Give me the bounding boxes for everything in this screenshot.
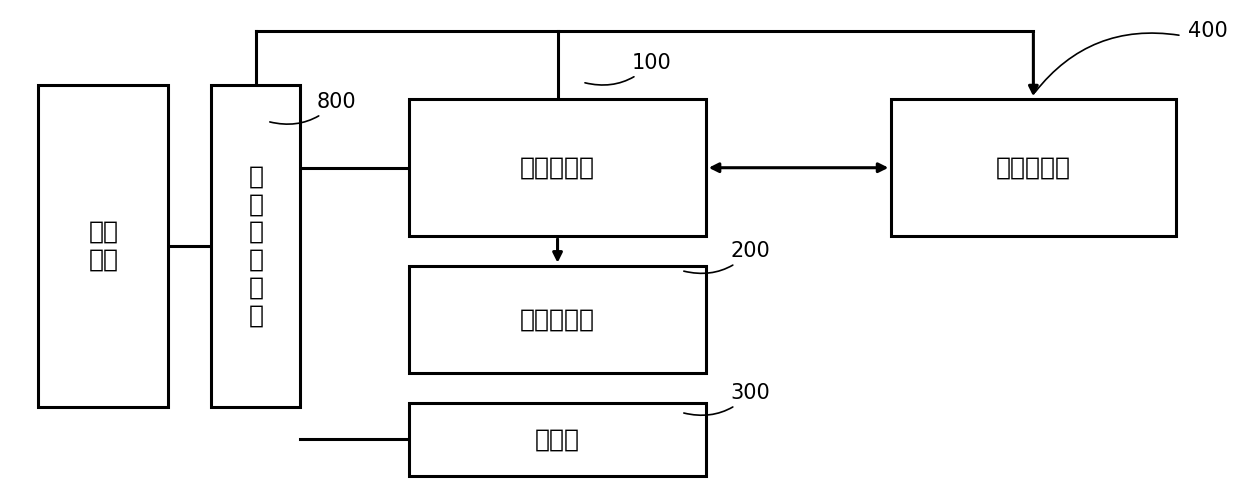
Text: 300: 300 [683, 383, 770, 415]
Text: 储能变流器: 储能变流器 [520, 156, 595, 180]
Text: 充电站: 充电站 [534, 427, 580, 451]
FancyBboxPatch shape [409, 266, 706, 373]
FancyBboxPatch shape [409, 402, 706, 476]
Text: 400: 400 [1188, 21, 1228, 41]
Text: 100: 100 [585, 53, 671, 85]
FancyBboxPatch shape [409, 99, 706, 236]
Text: 800: 800 [270, 92, 356, 124]
Text: 协调控制器: 协调控制器 [996, 156, 1071, 180]
FancyBboxPatch shape [38, 85, 169, 407]
Text: 功
率
检
测
单
元: 功 率 检 测 单 元 [248, 164, 263, 328]
FancyBboxPatch shape [892, 99, 1176, 236]
Text: 外部
电网: 外部 电网 [88, 220, 118, 272]
Text: 储能电池组: 储能电池组 [520, 308, 595, 332]
Text: 200: 200 [683, 241, 770, 274]
FancyBboxPatch shape [212, 85, 300, 407]
